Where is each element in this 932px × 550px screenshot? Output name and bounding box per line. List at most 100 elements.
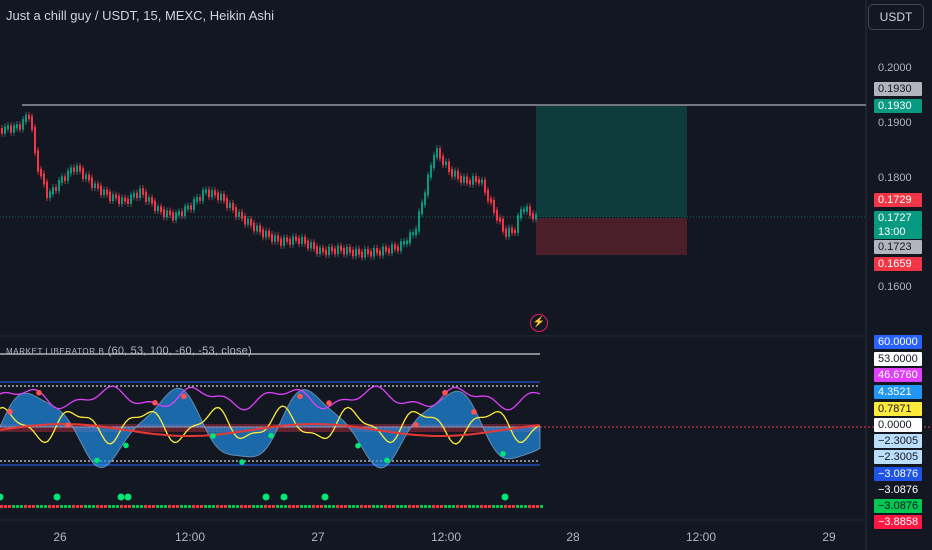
strip-mark: [180, 505, 183, 508]
candle: [28, 114, 30, 120]
candle: [364, 248, 366, 258]
indicator-tag: −2.3005: [874, 450, 922, 464]
candle: [268, 230, 270, 237]
strip-mark: [248, 505, 251, 508]
candle: [313, 242, 315, 250]
strip-mark: [376, 505, 379, 508]
time-label: 27: [311, 530, 325, 544]
candle: [340, 245, 342, 252]
indicator-name: MARKET LIBERATOR B: [6, 347, 105, 356]
strip-mark: [104, 505, 107, 508]
candle: [262, 229, 264, 238]
strip-mark: [4, 505, 7, 508]
signal-dot: [123, 442, 129, 449]
candle: [526, 206, 528, 212]
candle: [91, 177, 93, 188]
candle: [289, 238, 291, 245]
candle: [154, 200, 156, 211]
candle: [73, 167, 75, 172]
candle: [490, 198, 492, 203]
strip-mark: [444, 505, 447, 508]
strip-mark: [272, 505, 275, 508]
candle: [13, 125, 15, 133]
currency-selector[interactable]: USDT: [868, 4, 924, 30]
candle: [280, 238, 282, 246]
indicator-tag: 0.0000: [874, 418, 922, 432]
strip-mark: [436, 505, 439, 508]
strip-mark: [156, 505, 159, 508]
candle: [415, 228, 417, 236]
candle: [286, 237, 288, 242]
candle: [316, 246, 318, 254]
indicator-tag: 4.3521: [874, 385, 922, 399]
strip-mark: [132, 505, 135, 508]
candle: [112, 194, 114, 201]
candle: [295, 236, 297, 241]
strip-mark: [12, 505, 15, 508]
strip-mark: [148, 505, 151, 508]
signal-dot: [413, 422, 419, 428]
candle: [25, 114, 27, 123]
strip-mark: [56, 505, 59, 508]
signal-dot: [268, 432, 274, 439]
strip-mark: [228, 505, 231, 508]
candle: [82, 168, 84, 179]
strip-mark: [440, 505, 443, 508]
candle: [208, 189, 210, 198]
strip-mark: [500, 505, 503, 508]
candle: [160, 206, 162, 213]
candle: [424, 192, 426, 206]
candle: [256, 225, 258, 232]
price-tag: 0.1727: [874, 211, 922, 225]
candle: [496, 209, 498, 221]
signal-dot: [239, 459, 245, 465]
signal-dot: [500, 451, 506, 457]
price-tag: 0.1930: [874, 99, 922, 113]
candle: [445, 161, 447, 166]
candle: [61, 176, 63, 183]
strip-mark: [280, 505, 283, 508]
strip-mark: [516, 505, 519, 508]
strip-mark: [348, 505, 351, 508]
strip-mark: [24, 505, 27, 508]
strip-mark: [400, 505, 403, 508]
candle: [283, 237, 285, 246]
strip-mark: [140, 505, 143, 508]
strip-mark: [300, 505, 303, 508]
candle: [409, 232, 411, 244]
candle: [175, 212, 177, 221]
candle: [187, 205, 189, 210]
candle: [79, 165, 81, 172]
buy-dot: [262, 493, 270, 501]
candle: [388, 248, 390, 254]
price-tag: 0.1659: [874, 257, 922, 271]
strip-mark: [252, 505, 255, 508]
candle: [127, 198, 129, 204]
candle: [157, 206, 159, 211]
candle: [34, 126, 36, 154]
candle: [40, 168, 42, 177]
candle: [211, 190, 213, 198]
price-label: 0.1800: [878, 172, 912, 184]
candle: [343, 248, 345, 255]
indicator-tag: −2.3005: [874, 434, 922, 448]
symbol-title: Just a chill guy / USDT, 15, MEXC, Heiki…: [6, 8, 275, 23]
candle: [145, 191, 147, 202]
strip-mark: [28, 505, 31, 508]
candle: [106, 189, 108, 195]
candle: [400, 241, 402, 252]
strip-mark: [8, 505, 11, 508]
lightning-icon[interactable]: ⚡: [530, 314, 548, 332]
strip-mark: [296, 505, 299, 508]
candle: [358, 248, 360, 255]
candle: [274, 235, 276, 242]
indicator-tag: 53.0000: [874, 352, 922, 366]
strip-mark: [164, 505, 167, 508]
buy-dot: [501, 493, 509, 501]
candle: [70, 167, 72, 174]
candle: [433, 154, 435, 169]
price-tag: 0.1723: [874, 240, 922, 254]
candle: [463, 176, 465, 183]
strip-mark: [448, 505, 451, 508]
